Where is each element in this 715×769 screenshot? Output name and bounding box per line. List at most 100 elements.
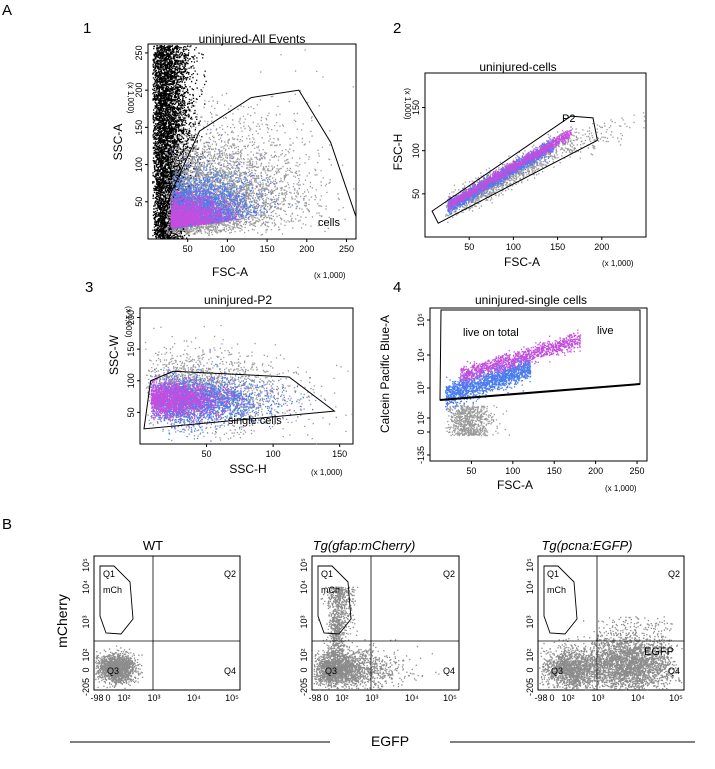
plot-a2-core-cloud-dots: [447, 137, 555, 215]
plot-b1-xtick-3: 10³: [147, 693, 160, 703]
plot-b2-quadrant-label-0: Q1: [321, 569, 333, 579]
plot-a1-xtick-1: 100: [220, 244, 235, 254]
plot-b1-xtick-0: -98: [90, 693, 103, 703]
plot-a3-x-unit: (x 1,000): [311, 468, 343, 477]
plot-a1-number: 1: [83, 20, 91, 37]
plot-b2-points: [313, 586, 440, 691]
plot-a3-ytick-2: 150: [126, 342, 136, 357]
plot-a4-xtick-3: 200: [588, 466, 603, 476]
panel-b-ylabel: mCherry: [54, 594, 70, 648]
plot-a3-y-unit: (x 1,000): [124, 306, 133, 338]
plot-a1-events-cloud: [152, 45, 210, 240]
plot-b1-frame: [93, 555, 241, 691]
plot-a4-ytick-3: 10³: [416, 381, 426, 394]
plot-b2-ytick-4: 10⁴: [299, 580, 309, 594]
plot-a2-ylabel: FSC-H: [391, 134, 405, 171]
plot-a2-points: [444, 112, 646, 223]
plot-b3-quadrant-label-1: Q2: [668, 569, 680, 579]
plot-a1-points: [152, 45, 355, 240]
plot-b1-xtick-2: 10²: [117, 693, 130, 703]
plot-a1-ytick-1: 100: [134, 157, 144, 172]
plot-a2-events-cloud: [444, 112, 646, 223]
plot-a4-points: [445, 329, 582, 437]
plot-a1-title: uninjured-All Events: [199, 32, 306, 46]
plot-b2-stem-cloud: [326, 616, 346, 658]
plot-a1-core-cloud: [171, 142, 300, 230]
plot-b2-title: Tg(gfap:mCherry): [313, 538, 416, 553]
plot-a2-core-cloud: [447, 137, 555, 215]
plot-b3-spread-cloud-dots: [598, 616, 674, 688]
plot-b3-frame: [537, 555, 685, 691]
plot-b1-quadrant-label-2: Q3: [107, 666, 119, 676]
plot-a3-events-cloud-dots: [144, 325, 353, 445]
plot-b2-frame: [311, 555, 460, 691]
plot-b3-ytick-4: 10⁴: [525, 580, 535, 594]
plot-b2-q4-cloud: [344, 639, 440, 691]
plot-b2-xtick-3: 10³: [365, 693, 378, 703]
plot-b2-q1-cloud: [317, 586, 359, 670]
plot-a2-ytick-2: 150: [411, 100, 421, 115]
plot-a3-xlabel: SSC-H: [229, 462, 266, 476]
plot-a3-dense-cloud: [150, 370, 290, 427]
plot-a4-ylabel: Calcein Pacific Blue-A: [378, 315, 392, 433]
plot-b1-mch-label: mCh: [103, 585, 122, 595]
plot-b2-stem-cloud-dots: [326, 616, 346, 658]
plot-b2-xtick-4: 10⁴: [405, 693, 419, 703]
plot-a4-ytick-4: 10⁴: [416, 348, 426, 362]
plot-b3-quadrant-label-3: Q4: [668, 666, 680, 676]
plot-b1-xtick-4: 10⁴: [187, 693, 201, 703]
plot-a4-number: 4: [393, 279, 401, 296]
plot-a2-gate-label: P2: [562, 113, 575, 125]
panel-b-label: B: [2, 516, 12, 533]
plot-b2-q4-cloud-dots: [344, 639, 440, 691]
plot-b2-ytick-0: -205: [299, 678, 309, 696]
plot-a3-frame: [139, 307, 354, 445]
plot-a2-xtick-0: 50: [464, 242, 474, 252]
plot-a3-xtick-1: 100: [266, 449, 281, 459]
plot-b3-quadrant-label-0: Q1: [547, 569, 559, 579]
plot-b2-xtick-0: -98: [308, 693, 321, 703]
plot-b2-quadrant-label-3: Q4: [443, 666, 455, 676]
plot-a4-events-cloud-dots: [445, 405, 510, 437]
plot-a2-ytick-0: 50: [411, 189, 421, 199]
plot-a1-ytick-0: 50: [134, 197, 144, 207]
plot-a4-ytick-1: 0: [416, 429, 426, 434]
plot-a2-xtick-2: 150: [550, 242, 565, 252]
plot-b3-ytick-3: 10³: [525, 615, 535, 628]
plot-b1-quadrant-label-1: Q2: [224, 569, 236, 579]
plot-b1-ytick-2: 10²: [81, 648, 91, 661]
plot-b3-q3-cloud: [539, 636, 619, 691]
plot-a3-dense-cloud-dots: [150, 370, 290, 427]
plot-a3-number: 3: [85, 279, 93, 296]
plot-a2-x-unit: (x 1,000): [602, 259, 634, 268]
plot-b3-spread-cloud: [598, 616, 674, 688]
plot-b3-xtick-1: 0: [549, 693, 554, 703]
plot-a2-axes: 50 100 150 200 50 100 150: [411, 100, 609, 252]
plot-a4-ytick-2: 10²: [416, 411, 426, 424]
plot-a2-y-unit: (x 1,000): [403, 88, 412, 120]
plot-b1-points: [95, 645, 144, 689]
plot-b2-ytick-5: 10⁵: [299, 558, 309, 572]
plot-b2-ytick-3: 10³: [299, 615, 309, 628]
plot-a1-xtick-0: 50: [183, 244, 193, 254]
plot-a4-gate-baseline: [439, 383, 641, 401]
plot-a3-ytick-1: 100: [126, 373, 136, 388]
plot-b1-ytick-3: 10³: [81, 615, 91, 628]
plot-b2-mch-label: mCh: [321, 585, 340, 595]
plot-a4-ytick-5: 10⁵: [416, 313, 426, 327]
plot-a3-ytick-0: 50: [126, 407, 136, 417]
plot-a2-xlabel: FSC-A: [504, 255, 540, 269]
plot-b3-xtick-5: 10⁵: [669, 693, 683, 703]
plot-b3-q3-cloud-dots: [539, 636, 619, 691]
plot-b3-quadrant-label-2: Q3: [551, 666, 563, 676]
plot-b3-points: [539, 616, 683, 691]
plot-b3-mch-label: mCh: [547, 585, 566, 595]
plot-b3-ytick-5: 10⁵: [525, 558, 535, 572]
plot-b1-ytick-1: 0: [81, 667, 91, 672]
plot-b1-quadrant-label-3: Q4: [224, 666, 236, 676]
plot-a4-events-cloud: [445, 405, 510, 437]
